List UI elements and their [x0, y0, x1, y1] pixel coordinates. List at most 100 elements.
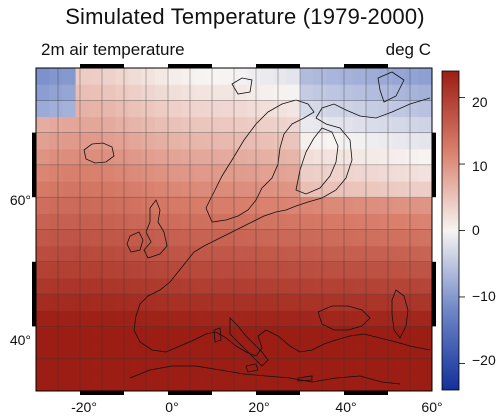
heatmap-cell	[326, 84, 341, 101]
heatmap-cell	[88, 100, 103, 118]
heatmap-cell	[102, 342, 116, 360]
heatmap-cell	[366, 164, 380, 182]
coastline-continent	[133, 97, 431, 357]
heatmap-cell	[352, 68, 367, 85]
heatmap-cell	[273, 261, 288, 279]
heatmap-cell	[286, 181, 301, 198]
heatmap-cell	[300, 277, 314, 295]
heatmap-cell	[154, 164, 169, 182]
heatmap-cell	[366, 358, 380, 376]
heatmap-cell	[418, 294, 432, 311]
heatmap-cell	[154, 277, 169, 295]
heatmap-cell	[392, 148, 407, 166]
heatmap-cell	[339, 181, 354, 198]
heatmap-cell	[418, 148, 432, 166]
heatmap-cell	[418, 326, 432, 344]
heatmap-cell	[62, 164, 77, 182]
heatmap-cell	[339, 213, 354, 231]
heatmap-cell	[339, 358, 354, 376]
heatmap-cell	[141, 84, 156, 101]
heatmap-cell	[115, 164, 129, 182]
lon-tick-label: 20°	[248, 399, 269, 415]
heatmap-cell	[115, 132, 129, 150]
heatmap-cell	[286, 197, 301, 214]
coastline-north-africa	[129, 365, 401, 385]
heatmap-cell	[88, 261, 103, 279]
heatmap-cell	[62, 310, 77, 327]
heatmap-cell	[260, 181, 275, 198]
heatmap-cell	[115, 374, 129, 391]
heatmap-cell	[392, 213, 407, 231]
heatmap-cell	[194, 294, 209, 311]
heatmap-cell	[141, 326, 156, 344]
heatmap-cell	[88, 116, 103, 134]
heatmap-cell	[405, 294, 420, 311]
heatmap-cell	[286, 164, 301, 182]
heatmap-cell	[220, 374, 235, 391]
heatmap-cell	[247, 326, 261, 344]
heatmap-cell	[286, 326, 301, 344]
heatmap-cell	[313, 294, 327, 311]
heatmap-cell	[418, 342, 432, 360]
heatmap-cell	[326, 116, 341, 134]
heatmap-cell	[181, 342, 195, 360]
heatmap-cell	[154, 68, 169, 85]
heatmap-cell	[75, 310, 90, 327]
heatmap-cell	[326, 310, 341, 327]
heatmap-cell	[194, 132, 209, 150]
heatmap-cell	[88, 164, 103, 182]
heatmap-cell	[326, 342, 341, 360]
heatmap-cell	[405, 342, 420, 360]
heatmap-cell	[366, 132, 380, 150]
heatmap-cell	[181, 181, 195, 198]
heatmap-cell	[247, 132, 261, 150]
heatmap-cell	[88, 277, 103, 295]
heatmap-cell	[247, 164, 261, 182]
heatmap-cell	[128, 342, 143, 360]
heatmap-cell	[88, 310, 103, 327]
heatmap-cell	[194, 245, 209, 263]
heatmap-cell	[260, 100, 275, 118]
heatmap-cell	[300, 148, 314, 166]
heatmap-cell	[207, 310, 222, 327]
heatmap-cell	[102, 229, 116, 247]
heatmap-cell	[207, 197, 222, 214]
heatmap-cell	[75, 213, 90, 231]
heatmap-cell	[352, 229, 367, 247]
heatmap-cell	[194, 326, 209, 344]
heatmap-cell	[260, 310, 275, 327]
heatmap-cell	[49, 197, 63, 214]
heatmap-cell	[352, 342, 367, 360]
heatmap-cell	[366, 277, 380, 295]
heatmap-cell	[392, 116, 407, 134]
heatmap-cell	[352, 294, 367, 311]
heatmap-cell	[286, 213, 301, 231]
heatmap-cell	[168, 181, 182, 198]
heatmap-cell	[88, 342, 103, 360]
heatmap-cell	[234, 68, 248, 85]
heatmap-cell	[366, 342, 380, 360]
heatmap-cell	[247, 100, 261, 118]
heatmap-cell	[181, 68, 195, 85]
heatmap-cell	[234, 116, 248, 134]
heatmap-cell	[181, 294, 195, 311]
heatmap-cell	[247, 261, 261, 279]
heatmap-cell	[273, 148, 288, 166]
heatmap-cell	[352, 374, 367, 391]
heatmap-cell	[194, 229, 209, 247]
heatmap-cell	[102, 245, 116, 263]
heatmap-cell	[88, 132, 103, 150]
heatmap-cell	[36, 213, 50, 231]
heatmap-cell	[207, 68, 222, 85]
heatmap-cell	[128, 374, 143, 391]
heatmap-cell	[339, 84, 354, 101]
heatmap-cell	[154, 100, 169, 118]
heatmap-cell	[128, 261, 143, 279]
heatmap-cell	[168, 294, 182, 311]
heatmap-cell	[326, 100, 341, 118]
heatmap-cell	[273, 310, 288, 327]
heatmap-cell	[141, 310, 156, 327]
heatmap-cell	[102, 116, 116, 134]
heatmap-cell	[405, 197, 420, 214]
heatmap-cell	[418, 181, 432, 198]
